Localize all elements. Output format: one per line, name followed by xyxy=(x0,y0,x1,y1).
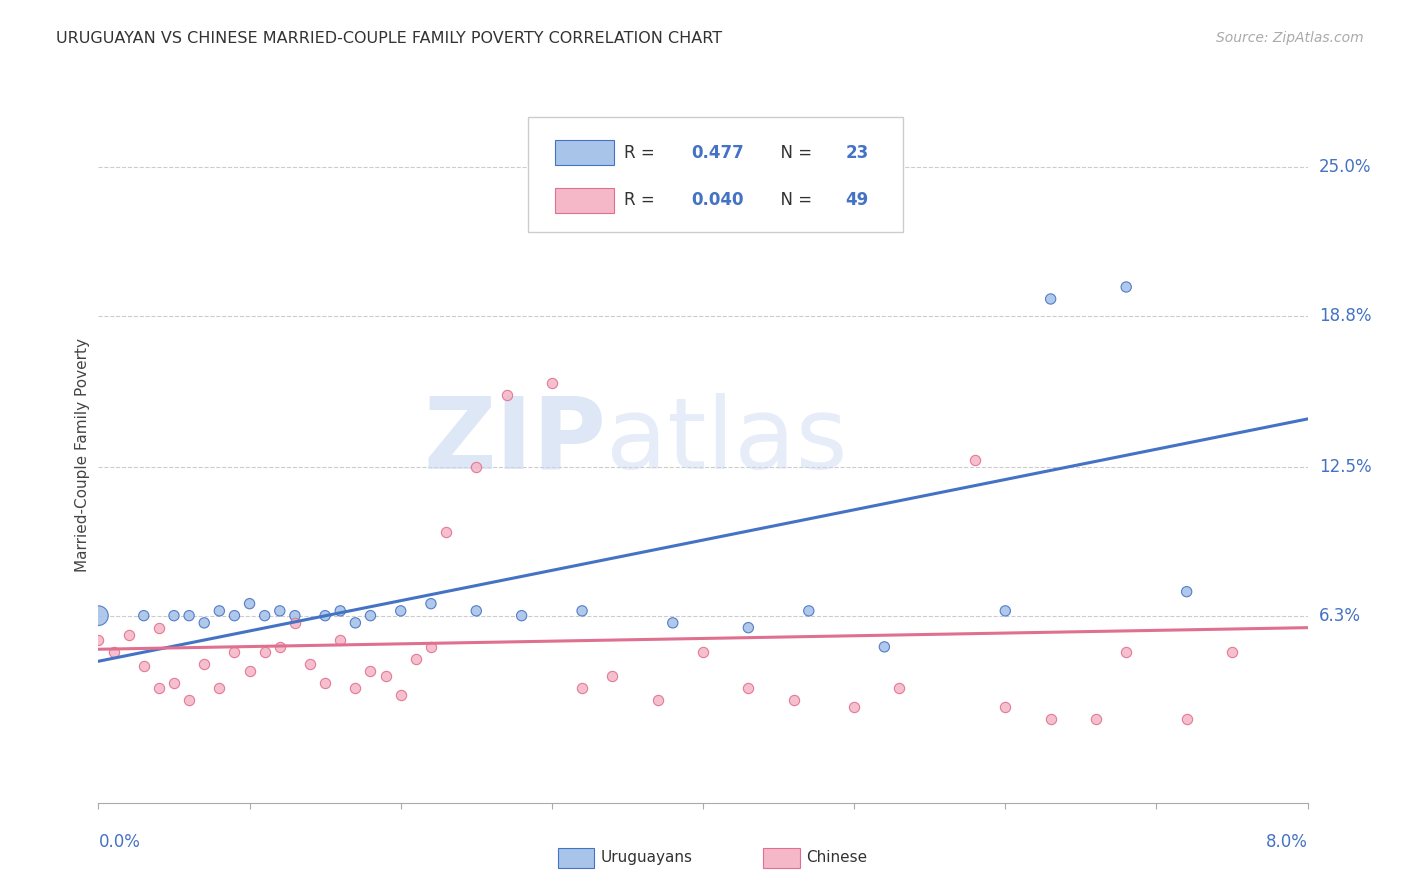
Text: Chinese: Chinese xyxy=(806,850,868,865)
Point xyxy=(329,604,352,618)
Text: 25.0%: 25.0% xyxy=(1319,158,1371,176)
Point xyxy=(661,615,683,630)
Point xyxy=(208,604,231,618)
Point xyxy=(284,608,307,623)
Text: atlas: atlas xyxy=(606,392,848,490)
Point xyxy=(465,459,488,474)
Point xyxy=(571,681,593,695)
Point xyxy=(889,681,911,695)
Point xyxy=(163,676,186,690)
Point xyxy=(132,608,155,623)
Point xyxy=(419,597,441,611)
FancyBboxPatch shape xyxy=(763,848,800,868)
Text: Source: ZipAtlas.com: Source: ZipAtlas.com xyxy=(1216,31,1364,45)
FancyBboxPatch shape xyxy=(555,187,613,213)
Point xyxy=(465,604,488,618)
Point xyxy=(103,645,125,659)
FancyBboxPatch shape xyxy=(555,140,613,166)
Text: 0.0%: 0.0% xyxy=(98,833,141,851)
Text: 0.477: 0.477 xyxy=(690,144,744,162)
Point xyxy=(419,640,441,654)
Text: 49: 49 xyxy=(845,191,869,210)
Point xyxy=(132,659,155,673)
Point xyxy=(269,604,291,618)
Text: N =: N = xyxy=(769,144,817,162)
Point xyxy=(269,640,291,654)
Text: R =: R = xyxy=(624,144,661,162)
Point xyxy=(193,657,215,671)
Point xyxy=(239,664,262,678)
Point xyxy=(405,652,427,666)
Point xyxy=(1115,645,1137,659)
Point xyxy=(208,681,231,695)
Text: Uruguayans: Uruguayans xyxy=(600,850,692,865)
Point xyxy=(239,597,262,611)
Point xyxy=(602,668,624,682)
Point xyxy=(540,376,562,390)
Text: 23: 23 xyxy=(845,144,869,162)
Point xyxy=(1220,645,1243,659)
Point xyxy=(434,524,457,539)
Text: 12.5%: 12.5% xyxy=(1319,458,1371,476)
Point xyxy=(994,699,1017,714)
Point xyxy=(692,645,714,659)
Point xyxy=(1175,584,1198,599)
Point xyxy=(344,681,367,695)
Point xyxy=(1085,712,1108,726)
Point xyxy=(994,604,1017,618)
FancyBboxPatch shape xyxy=(527,118,903,232)
Point xyxy=(314,676,336,690)
Point xyxy=(87,608,110,623)
Point xyxy=(329,632,352,647)
Point xyxy=(965,452,987,467)
Point xyxy=(193,615,215,630)
Point xyxy=(284,615,307,630)
Point xyxy=(737,681,759,695)
Text: R =: R = xyxy=(624,191,661,210)
Point xyxy=(1039,712,1062,726)
Text: ZIP: ZIP xyxy=(423,392,606,490)
Point xyxy=(389,604,412,618)
Text: N =: N = xyxy=(769,191,817,210)
Point xyxy=(571,604,593,618)
Point xyxy=(87,632,110,647)
Point xyxy=(253,645,276,659)
Point xyxy=(737,621,759,635)
Text: URUGUAYAN VS CHINESE MARRIED-COUPLE FAMILY POVERTY CORRELATION CHART: URUGUAYAN VS CHINESE MARRIED-COUPLE FAMI… xyxy=(56,31,723,46)
Point xyxy=(253,608,276,623)
Point xyxy=(1039,292,1062,306)
Point xyxy=(163,608,186,623)
Point xyxy=(1115,280,1137,294)
Y-axis label: Married-Couple Family Poverty: Married-Couple Family Poverty xyxy=(75,338,90,572)
FancyBboxPatch shape xyxy=(558,848,595,868)
Point xyxy=(148,621,170,635)
Point xyxy=(1175,712,1198,726)
Point xyxy=(873,640,896,654)
Point xyxy=(344,615,367,630)
Point xyxy=(224,608,246,623)
Point xyxy=(299,657,322,671)
Point xyxy=(224,645,246,659)
Point xyxy=(179,692,201,706)
Point xyxy=(359,664,381,678)
Point xyxy=(495,388,517,402)
Point xyxy=(314,608,336,623)
Text: 18.8%: 18.8% xyxy=(1319,307,1371,325)
Point xyxy=(844,699,866,714)
Point xyxy=(359,608,381,623)
Point xyxy=(148,681,170,695)
Text: 6.3%: 6.3% xyxy=(1319,607,1361,624)
Point xyxy=(782,692,804,706)
Point xyxy=(118,628,141,642)
Point xyxy=(797,604,820,618)
Point xyxy=(389,688,412,702)
Point xyxy=(510,608,533,623)
Point xyxy=(647,692,669,706)
Text: 8.0%: 8.0% xyxy=(1265,833,1308,851)
Point xyxy=(179,608,201,623)
Point xyxy=(374,668,396,682)
Text: 0.040: 0.040 xyxy=(690,191,744,210)
